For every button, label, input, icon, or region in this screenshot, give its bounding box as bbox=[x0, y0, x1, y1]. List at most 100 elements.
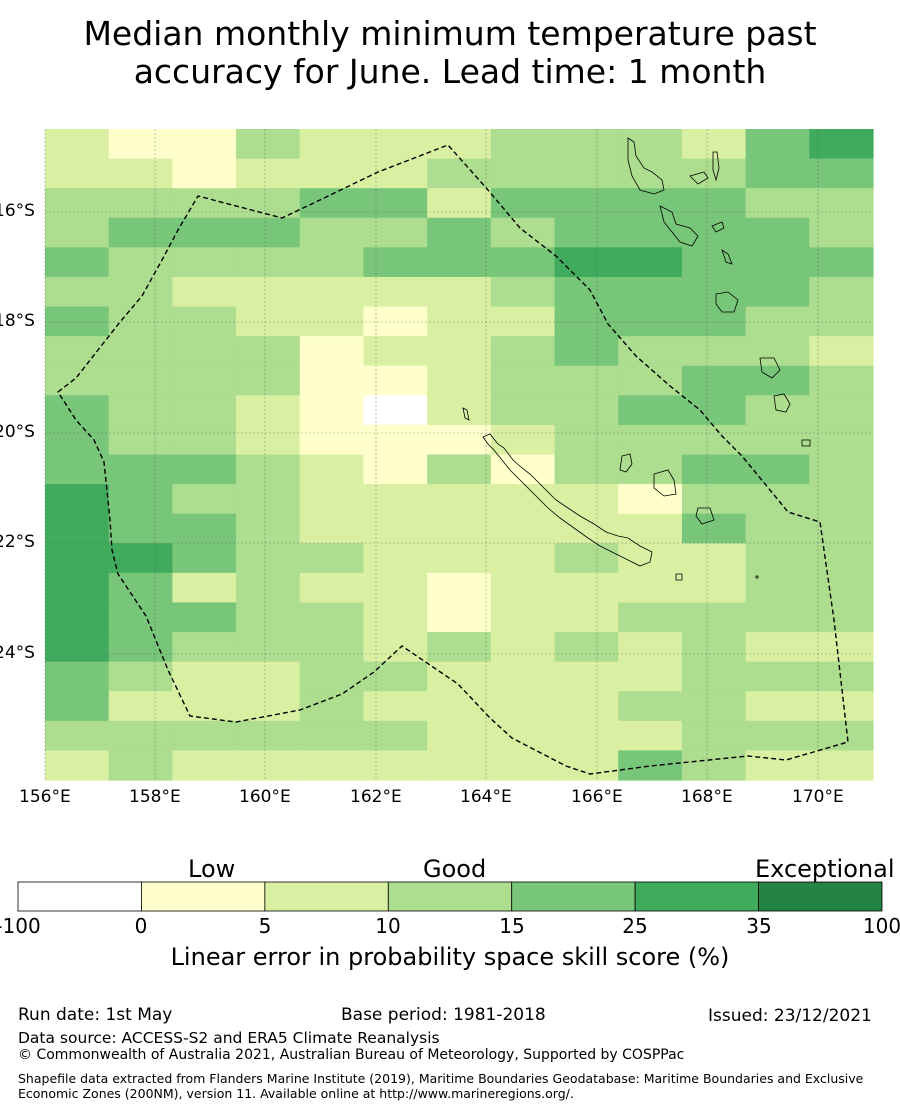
grid-cell bbox=[745, 276, 810, 308]
grid-cell bbox=[363, 365, 428, 396]
colorbar-swatch bbox=[387, 881, 513, 912]
vanuatu-small-islet bbox=[689, 171, 709, 185]
grid-cell bbox=[236, 513, 301, 544]
grid-cell bbox=[809, 661, 874, 692]
grid-cell bbox=[45, 424, 110, 456]
grid-cell bbox=[427, 454, 492, 485]
grid-cell bbox=[108, 602, 173, 633]
lon-tick-label: 160°E bbox=[239, 787, 291, 807]
title-line-2: accuracy for June. Lead time: 1 month bbox=[133, 52, 767, 91]
grid-cell bbox=[363, 691, 428, 722]
grid-cell bbox=[236, 188, 301, 219]
base-period: Base period: 1981-2018 bbox=[341, 1005, 546, 1025]
grid-cell bbox=[618, 572, 683, 604]
grid-cell bbox=[618, 247, 683, 278]
grid-cell bbox=[236, 691, 301, 722]
grid-cell bbox=[172, 632, 237, 663]
loyalty-islands-lifou bbox=[653, 469, 677, 497]
grid-cell bbox=[363, 336, 428, 367]
grid-cell bbox=[490, 365, 556, 396]
vanuatu-tanna bbox=[773, 393, 791, 413]
grid-cell bbox=[299, 513, 365, 544]
grid-cell bbox=[108, 454, 173, 485]
grid-cell bbox=[809, 543, 874, 574]
grid-cell bbox=[745, 424, 810, 456]
grid-cell bbox=[172, 513, 237, 544]
grid-cell bbox=[490, 424, 556, 456]
vanuatu-epi bbox=[721, 249, 733, 265]
grid-cell bbox=[363, 572, 428, 604]
grid-cell bbox=[745, 661, 810, 692]
grid-cell bbox=[809, 691, 874, 722]
shapefile-credit: Shapefile data extracted from Flanders M… bbox=[18, 1071, 864, 1101]
grid-cell bbox=[618, 750, 683, 781]
grid-cell bbox=[809, 306, 874, 337]
grid-cell bbox=[809, 484, 874, 515]
grid-cell bbox=[236, 543, 301, 574]
grid-cell bbox=[45, 691, 110, 722]
grid-cell bbox=[299, 188, 365, 219]
grid-cell bbox=[236, 336, 301, 367]
grid-cell bbox=[490, 129, 556, 160]
grid-cell bbox=[108, 188, 173, 219]
grid-cell bbox=[172, 661, 237, 692]
grid-cell bbox=[236, 247, 301, 278]
colorbar-title: Linear error in probability space skill … bbox=[170, 943, 730, 971]
grid-cell bbox=[618, 424, 683, 456]
vanuatu-erromango bbox=[759, 357, 781, 379]
grid-cell bbox=[172, 217, 237, 248]
grid-cell bbox=[681, 247, 747, 278]
grid-cell bbox=[299, 336, 365, 367]
grid-cell bbox=[363, 513, 428, 544]
grid-cell bbox=[554, 365, 619, 396]
grid-cell bbox=[681, 454, 747, 485]
grid-cell bbox=[618, 129, 683, 160]
colorbar-tick-label: 25 bbox=[622, 914, 648, 938]
grid-cell bbox=[681, 750, 747, 781]
grid-cell bbox=[172, 750, 237, 781]
grid-cell bbox=[554, 158, 619, 189]
colorbar-swatch bbox=[758, 881, 883, 912]
grid-cell bbox=[363, 188, 428, 219]
grid-cell bbox=[172, 424, 237, 456]
grid-cell bbox=[427, 691, 492, 722]
colorbar-tick-label: 100 bbox=[862, 914, 900, 938]
walpole-islet bbox=[755, 575, 759, 579]
grid-cell bbox=[363, 750, 428, 781]
grid-cell bbox=[363, 247, 428, 278]
grid-cell bbox=[427, 158, 492, 189]
grid-cell bbox=[745, 691, 810, 722]
grid-cell bbox=[363, 276, 428, 308]
grid-cell bbox=[490, 217, 556, 248]
grid-cell bbox=[236, 129, 301, 160]
islands bbox=[462, 137, 811, 581]
grid-cell bbox=[809, 395, 874, 426]
grid-cell bbox=[108, 158, 173, 189]
grid-cell bbox=[809, 336, 874, 367]
grid-cell bbox=[45, 395, 110, 426]
grid-cell bbox=[108, 720, 173, 752]
grid-cell bbox=[745, 129, 810, 160]
grid-cell bbox=[427, 336, 492, 367]
grid-cell bbox=[490, 454, 556, 485]
grid-cell bbox=[554, 188, 619, 219]
grid-cell bbox=[172, 691, 237, 722]
grid-cell bbox=[108, 572, 173, 604]
grid-cell bbox=[108, 217, 173, 248]
grid-cell bbox=[427, 602, 492, 633]
grid-cell bbox=[554, 513, 619, 544]
grid-cell bbox=[554, 484, 619, 515]
grid-cell bbox=[45, 602, 110, 633]
grid-cell bbox=[299, 454, 365, 485]
vanuatu-malekula bbox=[659, 205, 699, 247]
grid-cell bbox=[554, 306, 619, 337]
colorbar-swatch bbox=[511, 881, 636, 912]
grid-cell bbox=[172, 306, 237, 337]
grid-cell bbox=[745, 247, 810, 278]
grid-cell bbox=[427, 513, 492, 544]
grid-cell bbox=[427, 661, 492, 692]
colorbar-tick-label: -100 bbox=[0, 914, 41, 938]
grid-cell bbox=[45, 572, 110, 604]
loyalty-islands-mare bbox=[695, 507, 715, 525]
